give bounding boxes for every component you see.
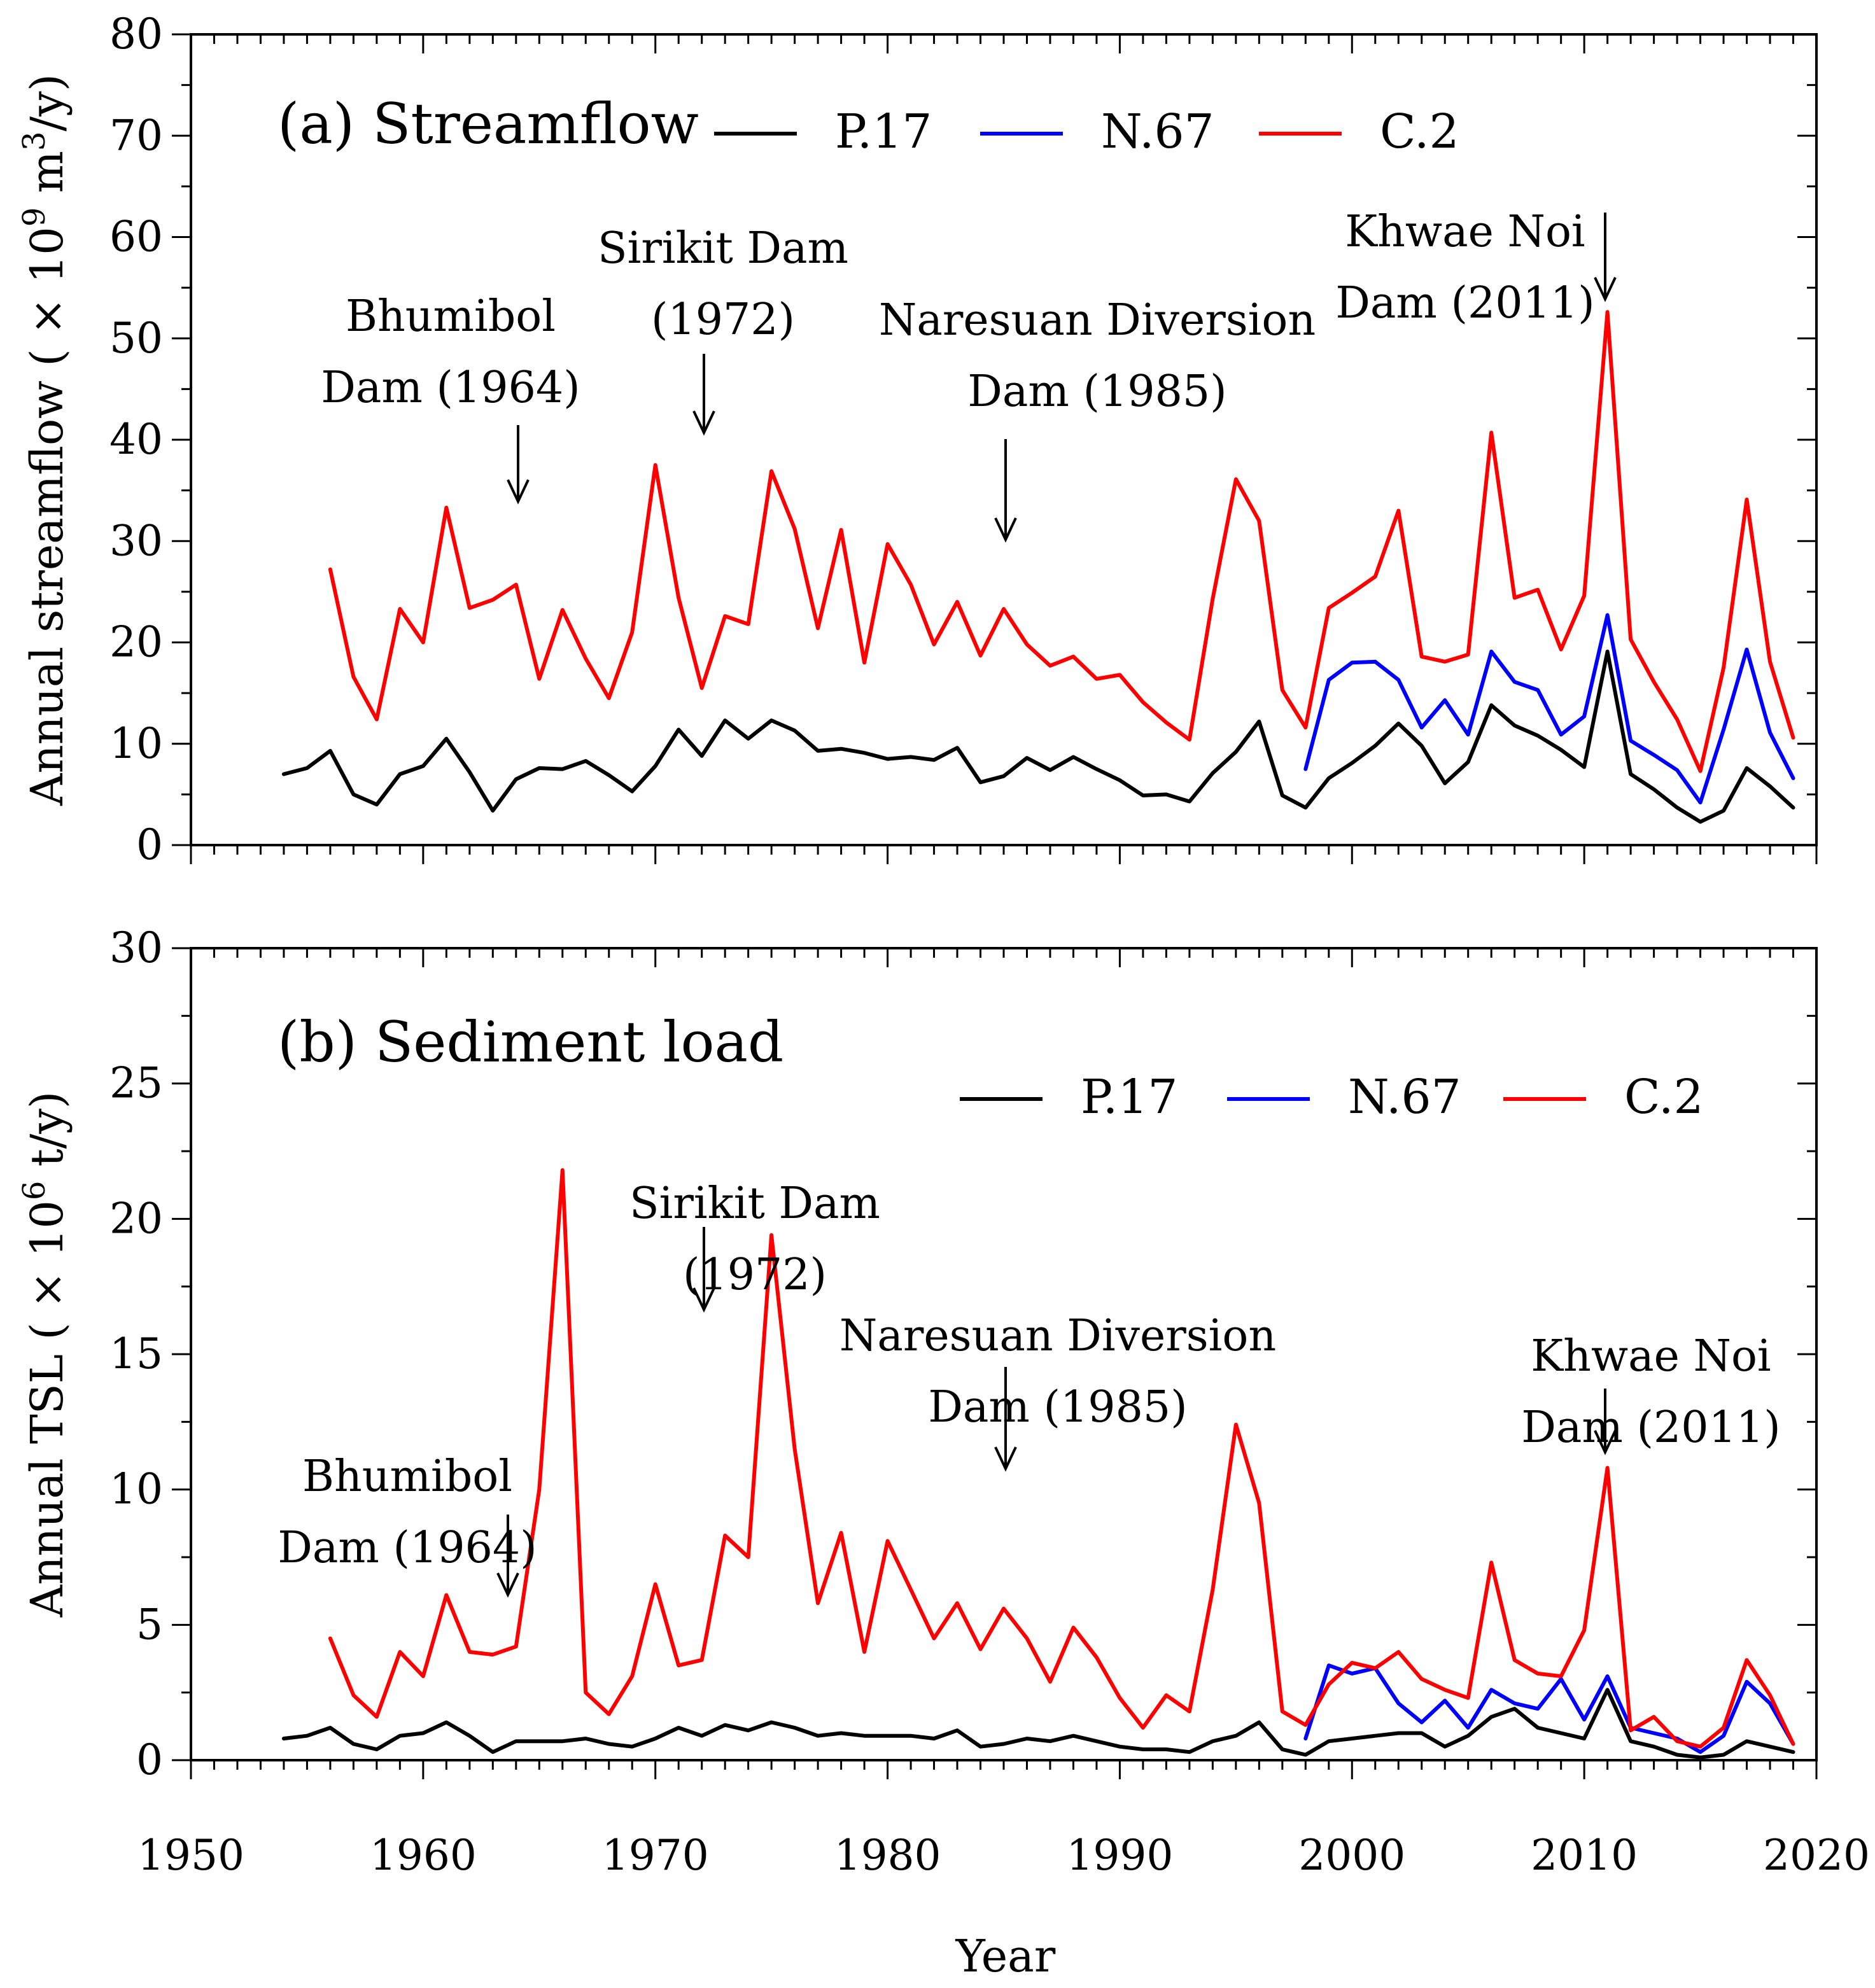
legend-label: P.17 (1081, 1070, 1177, 1124)
x-tick-label: 1990 (1066, 1831, 1173, 1880)
dam-annotation: Sirikit Dam (1972) (629, 1179, 880, 1300)
y-tick-label: 30 (109, 923, 163, 972)
legend-label: C.2 (1624, 1070, 1704, 1124)
annotation-arrow-head (692, 410, 715, 436)
y-tick-label: 10 (109, 719, 163, 768)
y-tick-label: 80 (109, 10, 163, 59)
panel-title: (b) Sediment load (277, 1009, 783, 1075)
dam-annotation-line: Bhumibol (302, 1452, 512, 1502)
dam-annotation: Khwae Noi Dam (2011) (1335, 207, 1594, 328)
dam-annotation: Sirikit Dam (1972) (598, 223, 848, 345)
y-axis-title-exponent: 6 (17, 1181, 52, 1201)
y-axis-title: Annual TSL ( × 106 t/y) (17, 1091, 73, 1618)
dam-annotation-line: Dam (2011) (1335, 278, 1594, 328)
series-line-p17 (281, 649, 1795, 824)
annotation-arrow-head (1594, 1430, 1617, 1455)
y-axis-title-text: Annual streamflow ( × 10 (21, 227, 73, 806)
dam-annotation-line: Bhumibol (346, 291, 556, 342)
series-line-n67 (1303, 613, 1795, 805)
panel-sediment-load: 0 5 10 15 20 25 30 1950 1960 1970 1980 1990 2000 2010… (17, 923, 1870, 1880)
y-tick-label: 0 (136, 1735, 163, 1784)
y-tick-label: 60 (109, 213, 163, 262)
y-tick-label: 70 (109, 111, 163, 160)
y-tick-label: 5 (136, 1600, 163, 1649)
panel-streamflow: 0 10 20 30 40 50 60 70 80 Annual streamflow ( × 1… (17, 10, 1818, 869)
panel-title: (a) Streamflow (277, 91, 699, 157)
dam-annotation: Naresuan Diversion Dam (1985) (839, 1311, 1276, 1432)
y-tick-label: 30 (109, 516, 163, 565)
dam-annotation-line: Sirikit Dam (598, 223, 848, 274)
y-tick-label: 20 (109, 618, 163, 667)
y-tick-label: 10 (109, 1465, 163, 1514)
annotation-arrow-head (507, 479, 530, 505)
dam-annotation-line: Naresuan Diversion (839, 1311, 1276, 1361)
annotation-arrow-head (496, 1572, 519, 1598)
dam-annotation: Naresuan Diversion Dam (1985) (879, 295, 1316, 417)
x-tick-label: 2010 (1531, 1831, 1638, 1880)
dam-annotation: Bhumibol Dam (1964) (277, 1452, 537, 1573)
y-axis-title: Annual streamflow ( × 109 m3/y) (17, 74, 73, 806)
dam-annotation-line: Khwae Noi (1531, 1331, 1771, 1382)
y-axis-title-tail: /y) (21, 74, 73, 131)
series-line-n67 (1303, 1663, 1795, 1754)
dam-annotation: Khwae Noi Dam (2011) (1521, 1331, 1780, 1453)
dam-annotation-line: Naresuan Diversion (879, 295, 1316, 346)
annotation-arrow-head (994, 1446, 1017, 1472)
dam-annotation-line: Dam (1985) (928, 1382, 1187, 1432)
dam-annotation-line: Dam (1964) (277, 1523, 537, 1573)
dam-annotation-line: Sirikit Dam (629, 1179, 880, 1229)
y-axis-title-text: Annual TSL ( × 10 (21, 1200, 73, 1618)
x-tick-label: 2000 (1298, 1831, 1405, 1880)
dam-annotation-line: Dam (1985) (967, 367, 1226, 417)
dam-annotation-line: Dam (1964) (321, 363, 580, 413)
x-tick-label: 1950 (137, 1831, 244, 1880)
dam-annotation: Bhumibol Dam (1964) (321, 291, 580, 413)
series-line-p17 (281, 1688, 1795, 1760)
dam-annotation-line: (1972) (651, 295, 795, 345)
y-axis-title-unit: t/y) (21, 1091, 73, 1181)
legend-label: N.67 (1101, 104, 1214, 159)
y-axis-title-unit-exponent: 3 (17, 131, 52, 151)
legend-label: P.17 (835, 104, 932, 159)
y-tick-label: 25 (109, 1059, 163, 1108)
dam-annotation-line: Dam (2011) (1521, 1403, 1780, 1453)
y-tick-label: 20 (109, 1194, 163, 1243)
x-tick-label: 2020 (1763, 1831, 1870, 1880)
y-tick-label: 40 (109, 415, 163, 464)
dam-annotation-line: (1972) (683, 1250, 827, 1300)
dam-annotation-line: Khwae Noi (1345, 207, 1585, 257)
series-line-c2 (328, 310, 1795, 773)
y-axis-title-exponent: 9 (17, 207, 52, 227)
legend-label: N.67 (1348, 1070, 1461, 1124)
annotation-arrow-head (692, 1287, 715, 1313)
legend-label: C.2 (1380, 104, 1459, 159)
annotation-arrow-head (1594, 277, 1617, 302)
series-line-c2 (328, 1168, 1795, 1749)
x-tick-label: 1960 (370, 1831, 477, 1880)
y-axis-title-unit: m (21, 151, 73, 207)
x-tick-label: 1970 (602, 1831, 709, 1880)
y-tick-label: 50 (109, 314, 163, 363)
x-tick-label: 1980 (834, 1831, 941, 1880)
annotation-arrow-head (994, 517, 1017, 543)
y-tick-label: 15 (109, 1329, 163, 1378)
y-tick-label: 0 (136, 820, 163, 869)
x-axis-title: Year (955, 1930, 1056, 1982)
